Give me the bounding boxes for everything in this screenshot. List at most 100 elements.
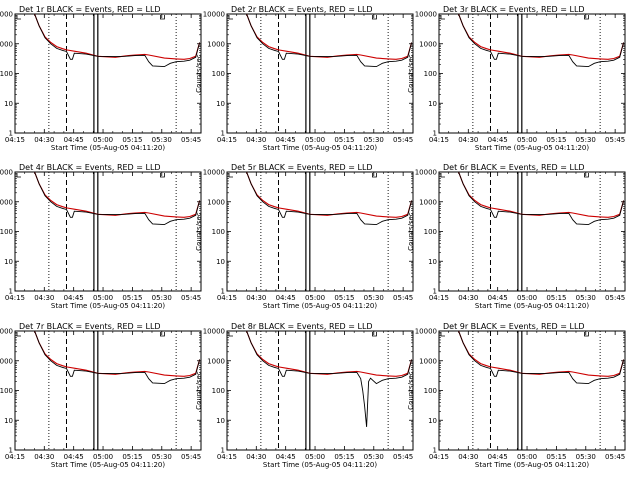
events-series-line (246, 172, 413, 226)
x-tick-label: 05:15 (546, 136, 566, 144)
events-series-line (34, 172, 201, 226)
events-series-line (458, 14, 625, 68)
x-tick-label: 05:30 (364, 136, 384, 144)
y-tick-label: 1 (9, 288, 13, 296)
y-tick-label: 100 (0, 228, 13, 236)
y-tick-label: 1 (433, 130, 437, 138)
x-tick-label: 04:30 (246, 453, 266, 461)
x-tick-label: 05:45 (605, 453, 625, 461)
start-bracket (228, 332, 233, 337)
x-axis-label: Start Time (05-Aug-05 04:11:20) (51, 461, 165, 469)
x-tick-label: 04:45 (488, 453, 508, 461)
x-tick-label: 04:15 (5, 136, 25, 144)
start-bracket (440, 15, 445, 20)
panel-title: Det 1r BLACK = Events, RED = LLD (19, 5, 161, 14)
x-tick-label: 04:45 (276, 294, 296, 302)
series-group (246, 172, 413, 226)
panel-title: Det 4r BLACK = Events, RED = LLD (19, 163, 161, 172)
y-tick-label: 100 (424, 387, 437, 395)
end-bracket (584, 15, 589, 20)
y-tick-label: 10 (428, 100, 437, 108)
y-tick-label: 1000 (207, 40, 225, 48)
y-tick-label: 1 (221, 447, 225, 455)
y-tick-label: 10 (216, 100, 225, 108)
x-tick-label: 04:15 (429, 294, 449, 302)
end-bracket (160, 15, 165, 20)
series-group (34, 14, 201, 68)
x-tick-label: 04:30 (458, 453, 478, 461)
end-bracket (372, 15, 377, 20)
y-axis-label: Counts/sec (195, 212, 203, 251)
events-series-line (246, 14, 413, 68)
panel-2: Det 2r BLACK = Events, RED = LLD 1 10 100 10… (195, 5, 414, 152)
x-tick-label: 04:15 (217, 453, 237, 461)
panel-1: Det 1r BLACK = Events, RED = LLD 1 10 100 10… (0, 5, 202, 152)
series-group (34, 331, 201, 385)
lld-series-line (458, 14, 625, 60)
y-tick-label: 10000 (203, 328, 225, 336)
y-tick-label: 1 (433, 447, 437, 455)
x-tick-label: 05:15 (122, 453, 142, 461)
x-tick-label: 05:30 (576, 453, 596, 461)
x-tick-label: 05:15 (334, 136, 354, 144)
x-tick-label: 05:45 (181, 294, 201, 302)
y-tick-label: 10 (4, 100, 13, 108)
y-tick-label: 1000 (207, 198, 225, 206)
y-tick-label: 10 (4, 417, 13, 425)
y-tick-label: 1 (221, 288, 225, 296)
series-group (34, 172, 201, 226)
y-tick-label: 10000 (203, 11, 225, 19)
x-tick-label: 05:00 (517, 453, 537, 461)
end-bracket (584, 332, 589, 337)
y-tick-label: 10 (428, 258, 437, 266)
panel-7: Det 7r BLACK = Events, RED = LLD 1 10 100 10… (0, 322, 202, 469)
y-tick-label: 100 (424, 70, 437, 78)
y-tick-label: 10000 (0, 328, 13, 336)
x-tick-label: 05:15 (122, 294, 142, 302)
lld-series-line (246, 172, 413, 218)
x-tick-label: 05:15 (334, 294, 354, 302)
y-tick-label: 10000 (415, 11, 437, 19)
y-tick-label: 10 (4, 258, 13, 266)
y-tick-label: 10 (216, 417, 225, 425)
events-series-line (458, 172, 625, 226)
y-tick-label: 10000 (0, 169, 13, 177)
x-axis-label: Start Time (05-Aug-05 04:11:20) (475, 461, 589, 469)
end-bracket (160, 332, 165, 337)
x-tick-label: 05:00 (305, 453, 325, 461)
x-tick-label: 05:45 (605, 294, 625, 302)
y-axis-label: Counts/sec (407, 371, 415, 410)
y-tick-label: 100 (212, 228, 225, 236)
end-bracket (584, 173, 589, 178)
x-axis-label: Start Time (05-Aug-05 04:11:20) (263, 144, 377, 152)
x-tick-label: 05:15 (334, 453, 354, 461)
start-bracket (440, 173, 445, 178)
y-tick-label: 10000 (0, 11, 13, 19)
x-tick-label: 05:30 (152, 294, 172, 302)
start-bracket (440, 332, 445, 337)
start-bracket (16, 15, 21, 20)
panel-3: Det 3r BLACK = Events, RED = LLD 1 10 100 10… (407, 5, 626, 152)
x-tick-label: 05:30 (364, 294, 384, 302)
panel-title: Det 7r BLACK = Events, RED = LLD (19, 322, 161, 331)
x-tick-label: 05:45 (393, 294, 413, 302)
lld-series-line (246, 331, 413, 377)
x-tick-label: 05:30 (576, 294, 596, 302)
x-axis-label: Start Time (05-Aug-05 04:11:20) (51, 302, 165, 310)
x-axis-label: Start Time (05-Aug-05 04:11:20) (51, 144, 165, 152)
series-group (458, 14, 625, 68)
start-bracket (16, 332, 21, 337)
x-tick-label: 05:30 (152, 453, 172, 461)
y-tick-label: 1 (221, 130, 225, 138)
y-tick-label: 1000 (419, 357, 437, 365)
x-tick-label: 04:45 (64, 136, 84, 144)
end-bracket (372, 173, 377, 178)
x-tick-label: 04:15 (429, 136, 449, 144)
x-tick-label: 04:45 (488, 136, 508, 144)
y-tick-label: 10000 (203, 169, 225, 177)
y-axis-label: Counts/sec (195, 371, 203, 410)
x-tick-label: 04:15 (217, 136, 237, 144)
x-tick-label: 04:30 (458, 294, 478, 302)
panel-9: Det 9r BLACK = Events, RED = LLD 1 10 100 10… (407, 322, 626, 469)
x-tick-label: 04:30 (246, 294, 266, 302)
